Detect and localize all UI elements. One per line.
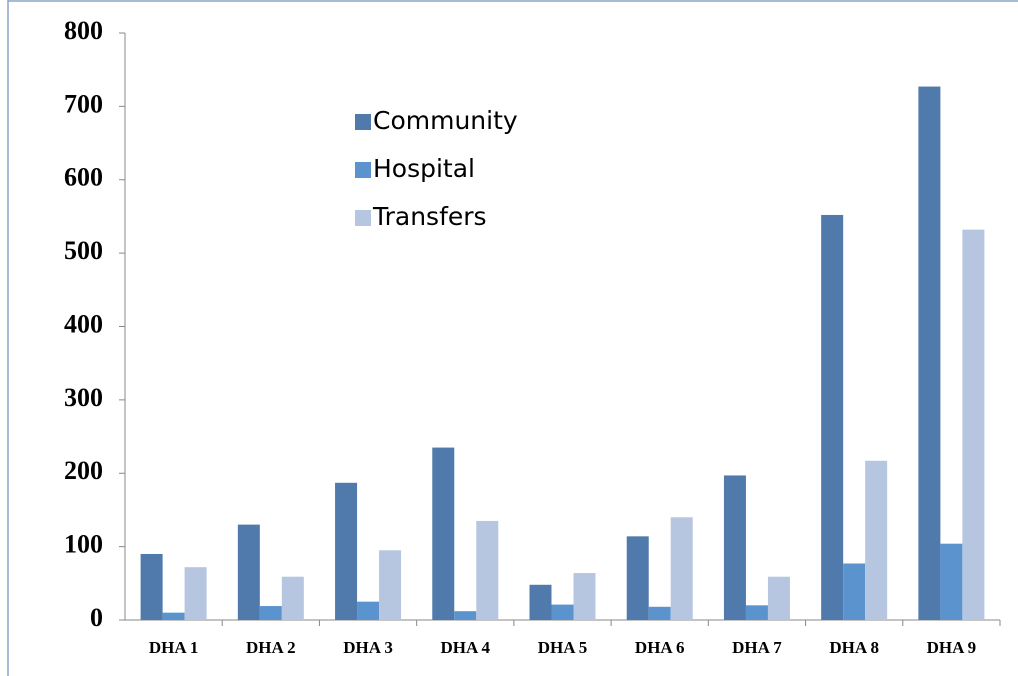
y-tick-label: 200 xyxy=(64,456,103,485)
y-tick-label: 100 xyxy=(64,530,103,559)
legend-label: Transfers xyxy=(372,202,487,231)
bar xyxy=(379,550,402,620)
x-tick-label: DHA 6 xyxy=(635,638,685,657)
bar xyxy=(648,606,671,620)
bar xyxy=(184,567,207,620)
y-tick-label: 800 xyxy=(64,16,103,45)
x-tick-label: DHA 8 xyxy=(829,638,879,657)
bar xyxy=(573,573,596,620)
bar xyxy=(723,475,746,620)
y-tick-label: 0 xyxy=(90,603,103,632)
bar xyxy=(259,606,282,620)
bar xyxy=(767,576,790,620)
legend-label: Community xyxy=(373,106,518,135)
legend-swatch xyxy=(355,162,371,178)
legend-swatch xyxy=(355,114,371,130)
bar xyxy=(821,214,844,620)
x-tick-label: DHA 3 xyxy=(343,638,393,657)
bar xyxy=(237,524,260,620)
y-tick-label: 700 xyxy=(64,89,103,118)
bar xyxy=(140,553,163,620)
bar xyxy=(626,536,649,620)
bar xyxy=(529,584,552,620)
bar xyxy=(357,601,380,620)
legend-swatch xyxy=(355,210,371,226)
bar xyxy=(865,460,888,620)
bar xyxy=(551,604,574,620)
bar xyxy=(962,229,985,620)
y-tick-label: 500 xyxy=(64,236,103,265)
bar xyxy=(335,482,358,620)
x-tick-label: DHA 7 xyxy=(732,638,782,657)
bar xyxy=(940,543,963,620)
y-tick-label: 600 xyxy=(64,163,103,192)
bar xyxy=(454,611,477,620)
bar xyxy=(918,86,941,621)
bar xyxy=(745,605,768,620)
bar xyxy=(432,447,455,620)
y-tick-label: 300 xyxy=(64,383,103,412)
x-tick-label: DHA 4 xyxy=(440,638,490,657)
legend-label: Hospital xyxy=(373,154,475,183)
bar xyxy=(476,520,499,620)
bar xyxy=(843,563,866,620)
bar xyxy=(162,612,185,620)
bar xyxy=(281,576,304,620)
bar xyxy=(670,517,693,620)
x-tick-label: DHA 1 xyxy=(149,638,199,657)
x-tick-label: DHA 2 xyxy=(246,638,296,657)
y-tick-label: 400 xyxy=(64,309,103,338)
x-tick-label: DHA 9 xyxy=(927,638,977,657)
x-tick-label: DHA 5 xyxy=(538,638,588,657)
